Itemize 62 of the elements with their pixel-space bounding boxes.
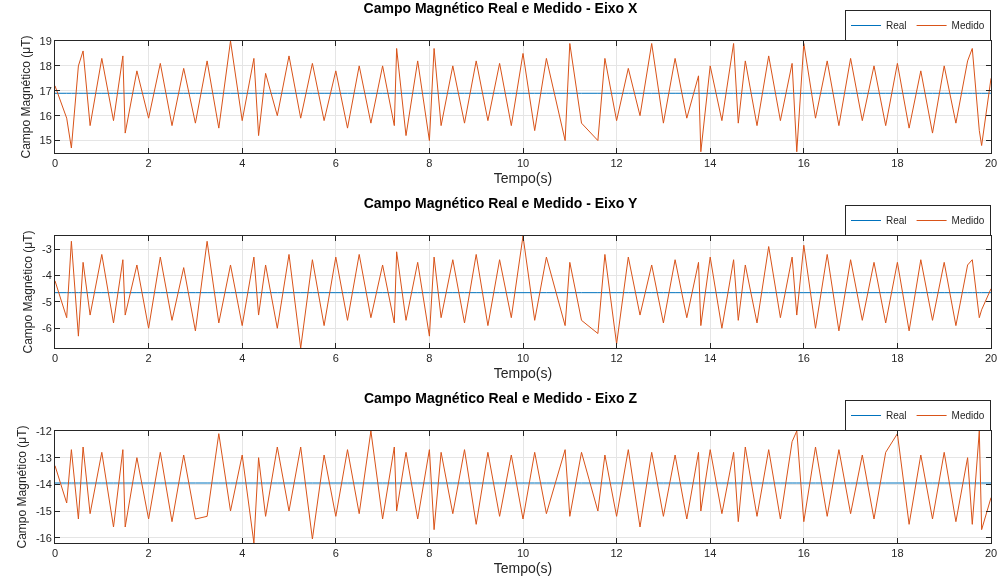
- chart-title: Campo Magnético Real e Medido - Eixo Z: [363, 389, 638, 406]
- y-tick-label: -14: [35, 478, 52, 491]
- x-tick-label: 4: [239, 352, 246, 365]
- x-tick-label: 10: [516, 157, 530, 170]
- x-tick-label: 2: [145, 547, 152, 560]
- x-tick-label: 8: [426, 157, 433, 170]
- x-tick-label: 4: [239, 547, 246, 560]
- y-tick-label: 18: [39, 59, 52, 72]
- legend-label: Real: [886, 20, 907, 32]
- x-tick-label: 14: [704, 157, 717, 170]
- legend-label: Medido: [951, 215, 985, 227]
- chart-title: Campo Magnético Real e Medido - Eixo X: [363, 0, 639, 16]
- x-tick-label: 6: [332, 157, 339, 170]
- chart-title: Campo Magnético Real e Medido - Eixo Y: [363, 194, 638, 211]
- y-tick-label: -3: [42, 243, 52, 256]
- x-axis-title: Tempo(s): [493, 169, 553, 186]
- x-tick-label: 8: [426, 547, 433, 560]
- y-tick-label: -15: [35, 504, 52, 517]
- x-tick-label: 0: [51, 352, 59, 365]
- legend-label: Real: [886, 410, 907, 422]
- y-tick-label: -4: [42, 269, 52, 282]
- y-tick-label: -12: [35, 424, 52, 437]
- y-axis-title: Campo Magnético (μT): [18, 35, 33, 159]
- x-tick-label: 10: [516, 547, 530, 560]
- legend-label: Real: [886, 215, 907, 227]
- x-tick-label: 20: [984, 352, 998, 365]
- x-tick-label: 2: [145, 352, 152, 365]
- x-tick-label: 0: [51, 547, 59, 560]
- x-tick-label: 20: [984, 547, 998, 560]
- x-tick-label: 18: [891, 157, 904, 170]
- x-tick-label: 8: [426, 352, 433, 365]
- x-tick-label: 2: [145, 157, 152, 170]
- y-tick-label: 19: [39, 34, 52, 47]
- y-axis-title: Campo Magnético (μT): [21, 230, 36, 354]
- y-tick-label: -6: [42, 322, 52, 335]
- y-tick-label: 16: [39, 109, 52, 122]
- x-tick-label: 6: [332, 547, 339, 560]
- x-tick-label: 6: [332, 352, 339, 365]
- legend-label: Medido: [951, 410, 985, 422]
- x-tick-label: 0: [51, 157, 59, 170]
- x-tick-label: 12: [610, 352, 623, 365]
- x-tick-label: 16: [797, 157, 810, 170]
- legend-label: Medido: [951, 20, 985, 32]
- x-tick-label: 18: [891, 547, 904, 560]
- x-tick-label: 12: [610, 547, 623, 560]
- x-tick-label: 4: [239, 157, 246, 170]
- y-tick-label: 17: [39, 84, 52, 97]
- x-tick-label: 20: [984, 157, 998, 170]
- x-tick-label: 14: [704, 547, 717, 560]
- x-axis-title: Tempo(s): [493, 559, 553, 576]
- y-tick-label: -16: [35, 531, 52, 544]
- x-tick-label: 16: [797, 352, 810, 365]
- x-axis-title: Tempo(s): [493, 364, 553, 381]
- x-tick-label: 14: [704, 352, 717, 365]
- y-tick-label: 15: [39, 134, 52, 147]
- y-tick-label: -5: [42, 295, 52, 308]
- y-tick-label: -13: [35, 451, 52, 464]
- x-tick-label: 12: [610, 157, 623, 170]
- x-tick-label: 18: [891, 352, 904, 365]
- x-tick-label: 16: [797, 547, 810, 560]
- x-tick-label: 10: [516, 352, 530, 365]
- y-axis-title: Campo Magnético (μT): [15, 425, 30, 549]
